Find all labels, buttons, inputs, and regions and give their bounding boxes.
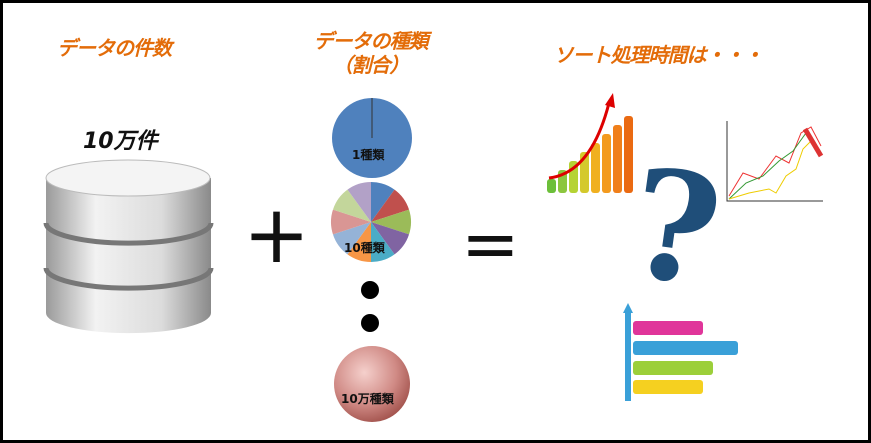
- pie-one-kind-label: 1種類: [352, 148, 385, 162]
- pie-slice: [371, 222, 395, 262]
- pie-ten-kinds-label: 10種類: [344, 241, 385, 255]
- pie-slice: [371, 189, 410, 222]
- horizontal-bar-chart-icon: [623, 303, 738, 401]
- bar: [613, 125, 622, 193]
- sphere-100k-kinds: [334, 346, 410, 422]
- plus-sign: +: [243, 188, 311, 281]
- title-data-kinds-line1: データの種類: [313, 29, 429, 53]
- bar: [591, 143, 600, 193]
- record-count-label: 10万件: [83, 129, 158, 154]
- pie-slice: [371, 182, 395, 222]
- title-sort-time: ソート処理時間は・・・: [553, 43, 764, 67]
- title-data-kinds: データの種類 （割合）: [283, 29, 458, 77]
- bar: [547, 179, 556, 193]
- bar: [580, 152, 589, 193]
- pie-slice: [347, 222, 371, 262]
- pie-slice: [332, 222, 371, 255]
- pie-slice: [347, 182, 371, 222]
- title-data-count: データの件数: [57, 36, 172, 60]
- title-data-kinds-line2: （割合）: [332, 53, 410, 77]
- pie-one-kind: [332, 98, 412, 178]
- growth-bar-chart-icon: [547, 93, 633, 193]
- vertical-ellipsis-icon: [361, 281, 379, 332]
- sphere-100k-kinds-label: 10万種類: [341, 392, 394, 406]
- pie-ten-kinds: [331, 182, 411, 262]
- pie-slice: [371, 209, 411, 235]
- bar: [624, 116, 633, 193]
- pie-slice: [371, 222, 410, 255]
- bar: [602, 134, 611, 193]
- pie-slice: [331, 209, 371, 235]
- database-icon: [43, 159, 214, 334]
- equals-sign: =: [461, 203, 520, 285]
- pie-slice: [332, 189, 371, 222]
- line-chart-icon: [726, 121, 824, 202]
